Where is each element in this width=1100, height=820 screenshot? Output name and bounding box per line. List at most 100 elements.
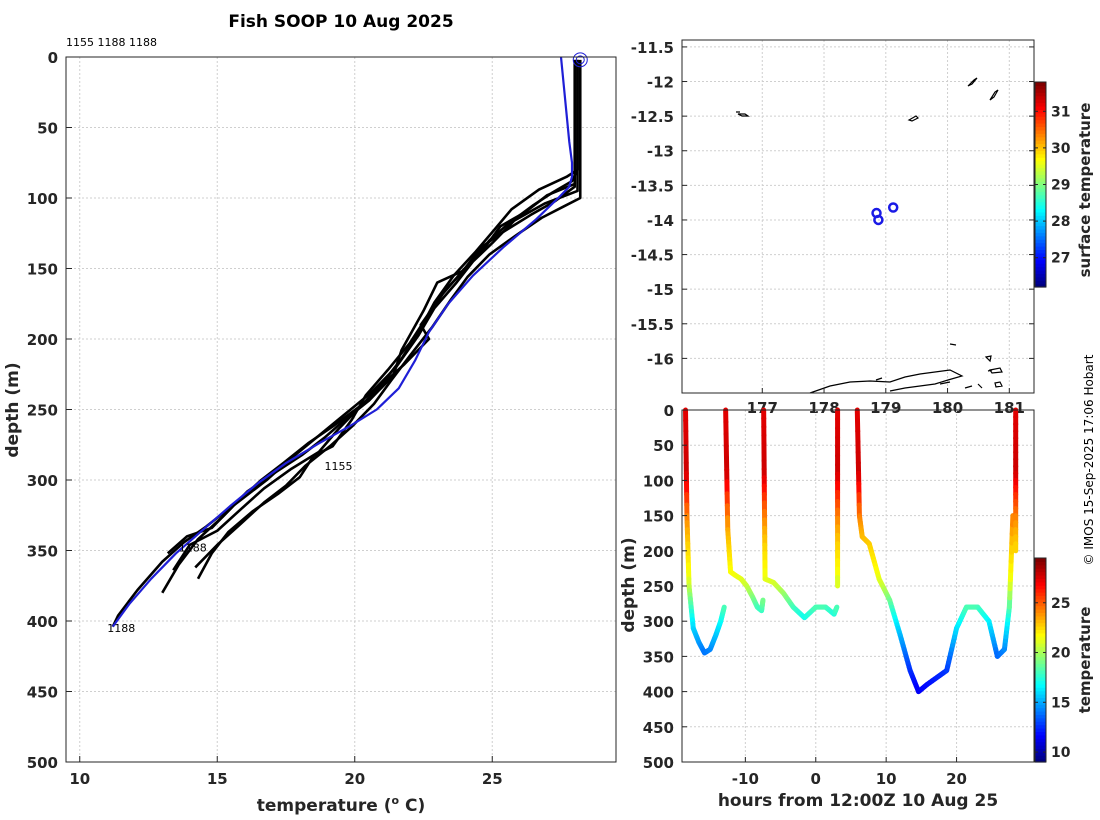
surface-colorbar-color-step [1035,239,1046,244]
surface-colorbar-color-step [1035,150,1046,155]
section-y-tick-label: 0 [664,402,674,420]
temperature-colorbar-color-step [1035,738,1046,743]
profile-annotations: 1155 1188 1188 [107,460,352,635]
profile-x-tick-label: 10 [69,770,90,788]
surface-colorbar-color-step [1035,143,1046,148]
coastline-island-6 [984,355,993,372]
section-y-tick-label: 300 [643,613,674,631]
surface-colorbar-color-step [1035,259,1046,264]
map-y-tick-label: -13.5 [631,177,674,195]
credit-text: © IMOS 15-Sep-2025 17:06 Hobart [1082,354,1096,565]
section-ylabel: depth (m) [619,537,639,632]
surface-colorbar-color-step [1035,105,1046,110]
section-xlabel: hours from 12:00Z 10 Aug 25 [718,791,998,811]
temperature-colorbar-color-step [1035,568,1046,573]
surface-colorbar-color-step [1035,283,1046,288]
coastline-mainland [809,369,964,394]
profile-y-tick-label: 100 [27,190,58,208]
surface-colorbar-color-step [1035,181,1046,186]
map-y-tick-label: -15 [647,281,674,299]
surface-colorbar-label: surface temperature [1076,103,1094,278]
profile-gridlines [66,56,616,763]
coastline-island-8 [875,377,983,389]
temperature-colorbar-color-step [1035,677,1046,681]
surface-colorbar-color-step [1035,249,1046,254]
surface-colorbar-color-step [1035,187,1046,192]
surface-colorbar-color-step [1035,235,1046,240]
profile-y-tick-label: 200 [27,331,58,349]
temperature-colorbar-color-step [1035,609,1046,613]
temperature-colorbar-color-step [1035,690,1046,695]
surface-colorbar-tick-label: 30 [1051,141,1071,157]
temperature-colorbar-color-step [1035,751,1046,756]
temperature-colorbar-color-step [1035,639,1046,644]
profile-y-tick-label: 350 [27,543,58,561]
coastline-island-4 [907,115,920,122]
surface-colorbar-color-step [1035,211,1046,216]
temperature-colorbar-color-step [1035,588,1046,593]
surface-marker-outer [572,52,588,68]
temperature-colorbar-color-step [1035,697,1046,702]
temperature-colorbar-color-step [1035,663,1046,668]
surface-colorbar-color-step [1035,194,1046,199]
surface-colorbar-color-step [1035,153,1046,158]
map-cast-location [873,214,884,226]
temperature-colorbar-color-step [1035,602,1046,607]
section-y-tick-label: 250 [643,578,674,596]
section-x-tick-label: 10 [876,770,897,788]
temperature-colorbar-color-step [1035,595,1046,600]
profile-header-note: 1155 1188 1188 [66,36,157,49]
surface-colorbar-color-step [1035,232,1046,237]
profile-y-tick-label: 400 [27,613,58,631]
profile-line-1188e [172,59,579,571]
profile-y-tick-label: 50 [37,120,58,138]
surface-colorbar-color-step [1035,116,1046,121]
surface-colorbar-color-step [1035,140,1046,145]
temperature-colorbar-color-step [1035,656,1046,661]
section-y-tick-label: 350 [643,648,674,666]
profile-cast-annotation: 1188 [107,622,135,635]
surface-temperature-colorbar: 27 28 29 30 31 [1034,81,1071,288]
temperature-colorbar-color-step [1035,653,1046,658]
surface-colorbar-color-step [1035,280,1046,285]
section-x-tick-label: 20 [946,770,967,788]
surface-colorbar-color-step [1035,82,1046,87]
temperature-colorbar-color-step [1035,724,1046,729]
profile-y-ticks: 0 50 100 150 200 250 300 350 400 450 500 [27,49,72,772]
surface-colorbar-color-step [1035,177,1046,182]
surface-colorbar-color-step [1035,201,1046,206]
profile-ylabel: depth (m) [3,362,23,457]
map-panel: 177178179180181 -11.5-12-12.5-13-13.5-14… [631,39,1094,417]
surface-colorbar-color-step [1035,269,1046,274]
map-y-tick-label: -11.5 [631,39,674,57]
surface-colorbar-color-step [1035,198,1046,203]
profile-cast-annotation: 1155 [325,460,353,473]
temperature-colorbar-color-step [1035,748,1046,753]
surface-colorbar-color-step [1035,252,1046,257]
surface-colorbar-color-step [1035,225,1046,230]
surface-colorbar-tick-label: 31 [1051,104,1070,120]
temperature-colorbar-color-step [1035,636,1046,641]
map-y-tick-label: -16 [647,350,674,368]
temperature-colorbar-color-step [1035,646,1046,651]
temperature-colorbar-tick-label: 25 [1051,596,1070,612]
section-y-tick-label: 400 [643,684,674,702]
section-y-tick-label: 200 [643,543,674,561]
coastline-island-3 [989,89,999,101]
surface-colorbar-color-step [1035,157,1046,162]
surface-colorbar-color-step [1035,133,1046,138]
temperature-colorbar-color-step [1035,694,1046,698]
coastline-island-1 [736,111,750,117]
profile-title: Fish SOOP 10 Aug 2025 [228,12,453,32]
profile-y-tick-label: 0 [48,49,58,67]
section-x-tick-label: 0 [811,770,821,788]
surface-colorbar-color-step [1035,191,1046,196]
section-y-tick-label: 500 [643,754,674,772]
surface-colorbar-color-step [1035,102,1046,107]
temperature-colorbar-color-step [1035,728,1046,732]
map-y-tick-label: -14 [647,212,674,230]
temperature-colorbar-tick-label: 15 [1051,695,1070,711]
temperature-colorbar-color-step [1035,666,1046,671]
map-y-tick-label: -12.5 [631,108,674,126]
temperature-colorbar-color-step [1035,561,1046,566]
